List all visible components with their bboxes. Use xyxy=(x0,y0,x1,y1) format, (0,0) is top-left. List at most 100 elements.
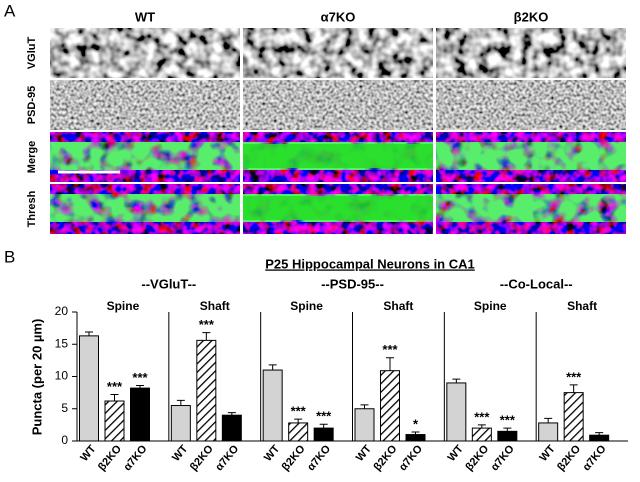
micrograph xyxy=(50,80,240,130)
x-tick-label: WT xyxy=(538,443,558,464)
group-title: --PSD-95-- xyxy=(321,276,384,291)
x-tick-label: α7KO xyxy=(397,443,425,474)
bar xyxy=(589,434,610,442)
significance: *** xyxy=(132,370,148,385)
bar xyxy=(170,405,191,442)
x-tick-label: α7KO xyxy=(581,443,609,474)
x-tick-label: β2KO xyxy=(463,443,491,474)
bar xyxy=(196,339,217,442)
subplot-title: Shaft xyxy=(200,299,230,313)
bar xyxy=(130,387,150,442)
bar xyxy=(221,414,242,442)
error-bar xyxy=(176,399,185,406)
row-label: Thresh xyxy=(26,190,38,227)
column-header: α7KO xyxy=(321,9,356,24)
bar xyxy=(471,427,492,442)
subplot-title: Shaft xyxy=(567,299,597,313)
bar xyxy=(104,400,125,442)
bar xyxy=(538,422,559,442)
group-title: --VGluT-- xyxy=(141,276,196,291)
error-bar xyxy=(569,384,578,393)
y-tick-label: 10 xyxy=(55,369,69,383)
x-tick-label: β2KO xyxy=(188,443,216,474)
column-header: WT xyxy=(135,9,155,24)
error-bar xyxy=(85,331,93,336)
bar xyxy=(79,335,99,442)
row-label: Merge xyxy=(26,141,38,173)
error-bar xyxy=(503,427,512,432)
dendrite xyxy=(243,144,433,168)
significance: *** xyxy=(382,342,398,357)
x-tick-label: α7KO xyxy=(489,443,517,474)
error-bar xyxy=(360,404,369,409)
error-bar xyxy=(268,364,277,371)
subplot-title: Spine xyxy=(474,299,507,313)
significance: *** xyxy=(316,409,332,424)
micrograph xyxy=(243,28,433,78)
column-header: β2KO xyxy=(514,9,549,24)
chart-title: P25 Hippocampal Neurons in CA1 xyxy=(265,256,475,271)
error-bar xyxy=(136,385,144,389)
bar xyxy=(313,427,334,442)
dendrite xyxy=(50,142,240,170)
y-tick-label: 20 xyxy=(55,304,69,318)
subplot-title: Shaft xyxy=(383,299,413,313)
micrograph xyxy=(50,28,240,78)
x-tick-label: α7KO xyxy=(305,443,333,474)
x-tick-label: β2KO xyxy=(371,443,399,474)
micrograph xyxy=(436,80,626,130)
bar xyxy=(563,392,584,442)
micrograph xyxy=(436,28,626,78)
x-tick-label: β2KO xyxy=(280,443,308,474)
x-tick-label: WT xyxy=(170,443,190,464)
error-bar xyxy=(452,378,461,383)
micrograph xyxy=(243,80,433,130)
subplot-title: Spine xyxy=(290,299,323,313)
dendrite xyxy=(436,142,626,170)
error-bar xyxy=(227,412,236,416)
panel-label: A xyxy=(4,1,16,20)
error-bar xyxy=(544,417,553,423)
significance: *** xyxy=(199,317,215,332)
y-tick-label: 0 xyxy=(61,433,68,447)
error-bar xyxy=(202,332,211,341)
x-tick-label: WT xyxy=(354,443,374,464)
error-bar xyxy=(595,432,604,436)
error-bar xyxy=(411,431,420,435)
error-bar xyxy=(319,423,328,429)
panel-label: B xyxy=(4,247,15,266)
subplot-title: Spine xyxy=(107,299,140,313)
significance: * xyxy=(413,416,419,431)
significance: *** xyxy=(474,409,490,424)
x-tick-label: α7KO xyxy=(121,443,149,474)
significance: *** xyxy=(500,413,516,428)
significance: *** xyxy=(107,379,123,394)
x-tick-label: WT xyxy=(78,443,98,464)
bar xyxy=(288,422,309,442)
significance: *** xyxy=(291,404,307,419)
row-label: PSD-95 xyxy=(26,86,38,125)
x-tick-label: β2KO xyxy=(555,443,583,474)
error-bar xyxy=(294,418,303,423)
error-bar xyxy=(386,357,394,371)
x-tick-label: WT xyxy=(446,443,466,464)
x-tick-label: α7KO xyxy=(213,443,241,474)
x-tick-label: β2KO xyxy=(96,443,124,474)
bar xyxy=(497,430,518,442)
bar xyxy=(354,408,375,442)
dendrite xyxy=(436,194,626,222)
bar xyxy=(380,370,400,442)
error-bar xyxy=(110,394,119,402)
bar xyxy=(446,382,467,442)
bar xyxy=(405,434,426,442)
row-label: VGluT xyxy=(26,37,38,70)
x-tick-label: WT xyxy=(262,443,282,464)
y-tick-label: 5 xyxy=(61,401,68,415)
dendrite xyxy=(50,194,240,222)
error-bar xyxy=(477,424,486,429)
group-title: --Co-Local-- xyxy=(500,276,573,291)
significance: *** xyxy=(566,369,582,384)
dendrite xyxy=(243,196,433,220)
bar xyxy=(262,369,283,442)
